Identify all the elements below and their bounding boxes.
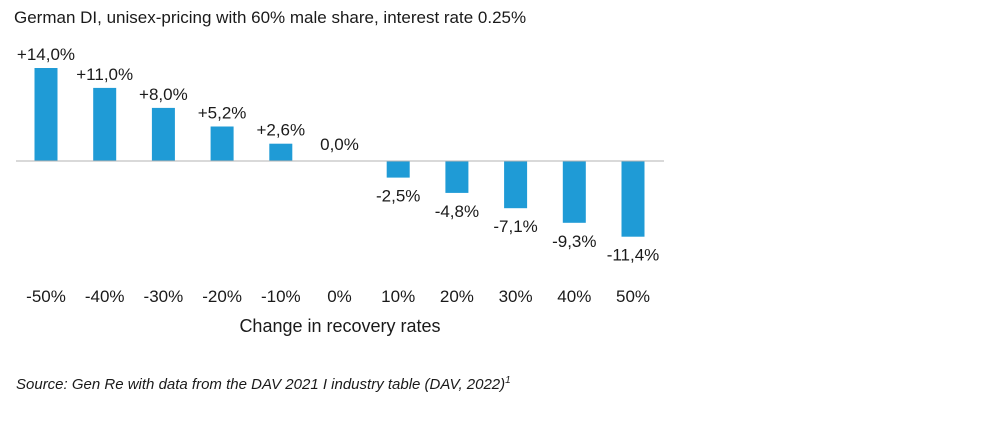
x-tick--40%: -40% [85, 287, 125, 306]
bar--30% [151, 107, 175, 161]
bar--10% [269, 143, 293, 161]
bar-40% [562, 161, 586, 223]
bar--40% [93, 87, 117, 161]
x-axis-title: Change in recovery rates [239, 316, 440, 336]
data-label-40%: -9,3% [552, 232, 596, 251]
bars-layer [34, 68, 645, 237]
data-label-50%: -11,4% [607, 246, 660, 265]
bar-30% [504, 161, 528, 209]
data-label--20%: +5,2% [198, 104, 247, 123]
bar--20% [210, 126, 234, 161]
source-text: Source: Gen Re with data from the DAV 20… [16, 376, 506, 393]
chart-title: German DI, unisex-pricing with 60% male … [14, 8, 527, 27]
bar--50% [34, 68, 58, 161]
bar-10% [386, 161, 410, 178]
source-footnote-marker: 1 [505, 375, 511, 386]
data-label-30%: -7,1% [493, 217, 537, 236]
x-tick-0%: 0% [327, 287, 352, 306]
data-label--50%: +14,0% [17, 45, 75, 64]
bar-20% [445, 161, 469, 193]
data-label-20%: -4,8% [435, 202, 479, 221]
x-tick-labels: -50% -40% -30% -20% -10% 0% 10% 20% 30% 40% 50% [26, 287, 650, 306]
data-label--10%: +2,6% [256, 121, 305, 140]
x-tick--50%: -50% [26, 287, 66, 306]
x-tick-30%: 30% [499, 287, 533, 306]
x-tick--30%: -30% [144, 287, 184, 306]
data-label--40%: +11,0% [76, 65, 133, 84]
data-label-0%: 0,0% [320, 135, 359, 154]
data-label--30%: +8,0% [139, 85, 188, 104]
bar-50% [621, 161, 645, 237]
x-tick--20%: -20% [202, 287, 242, 306]
source-note: Source: Gen Re with data from the DAV 20… [16, 375, 511, 393]
data-label-10%: -2,5% [376, 187, 420, 206]
x-tick-20%: 20% [440, 287, 474, 306]
x-tick-10%: 10% [381, 287, 415, 306]
x-tick-40%: 40% [557, 287, 591, 306]
x-tick-50%: 50% [616, 287, 650, 306]
labels-layer: +14,0%+11,0% +8,0% +5,2% +2,6% 0,0% -2,5% -4,8… [17, 45, 659, 265]
x-tick--10%: -10% [261, 287, 301, 306]
